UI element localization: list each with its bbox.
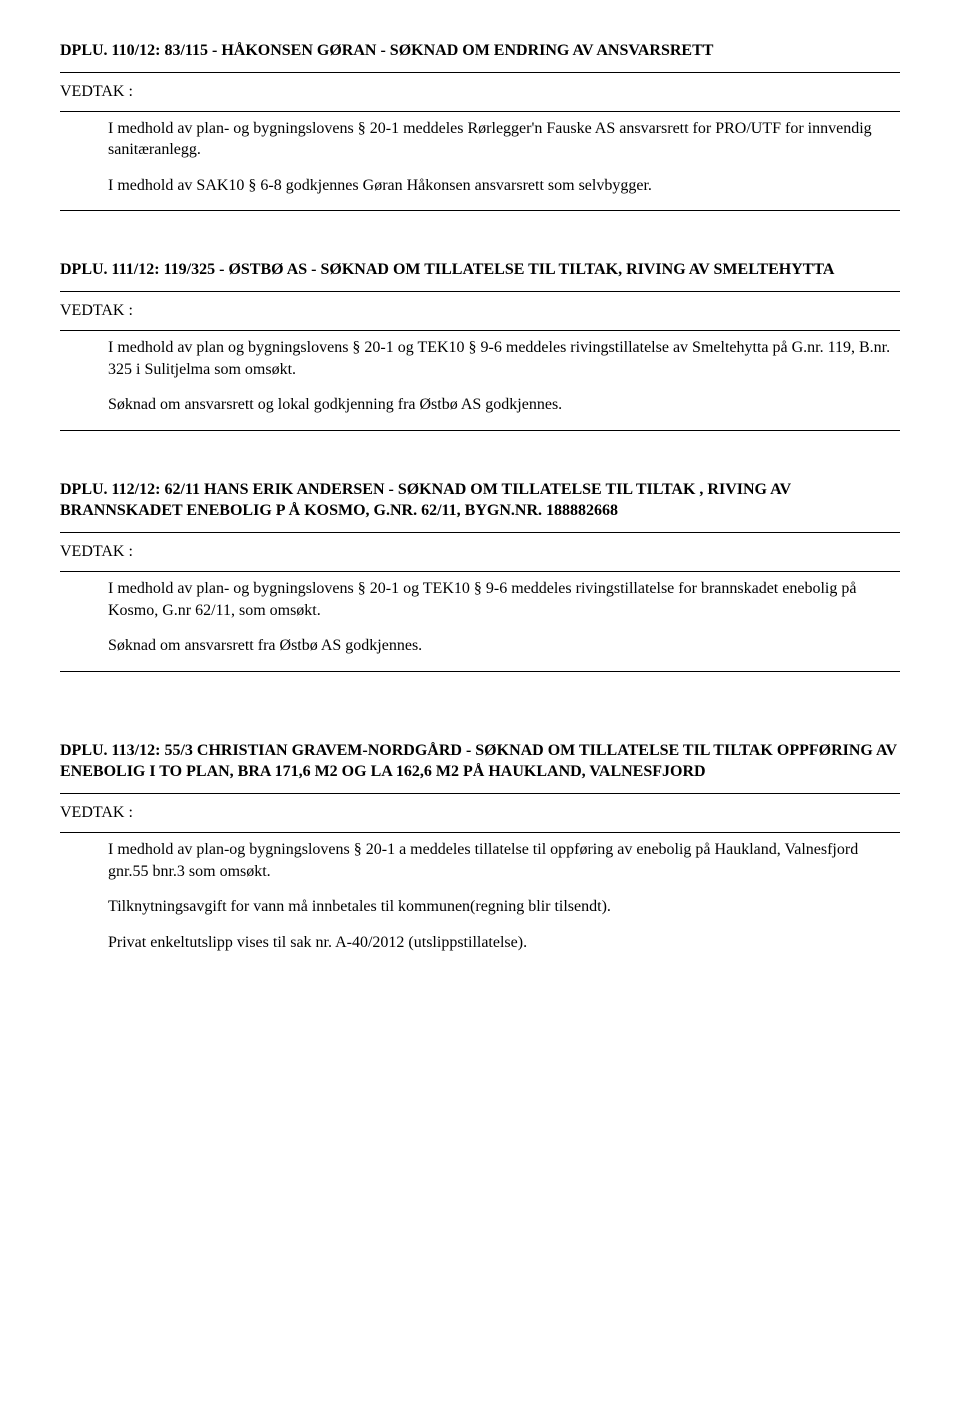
case-block: DPLU. 113/12: 55/3 CHRISTIAN GRAVEM-NORD… [60,740,900,954]
paragraph: I medhold av plan- og bygningslovens § 2… [108,118,900,161]
divider [60,72,900,73]
case-block: DPLU. 111/12: 119/325 - ØSTBØ AS - SØKNA… [60,259,900,430]
divider [60,671,900,672]
case-title: DPLU. 111/12: 119/325 - ØSTBØ AS - SØKNA… [60,259,900,281]
paragraph: I medhold av plan-og bygningslovens § 20… [108,839,900,882]
case-title: DPLU. 110/12: 83/115 - HÅKONSEN GØRAN - … [60,40,900,62]
divider [60,430,900,431]
vedtak-label: VEDTAK : [60,543,900,561]
divider [60,111,900,112]
divider [60,793,900,794]
case-body: I medhold av plan- og bygningslovens § 2… [108,578,900,657]
paragraph: I medhold av SAK10 § 6-8 godkjennes Gøra… [108,175,900,197]
vedtak-label: VEDTAK : [60,83,900,101]
case-title: DPLU. 112/12: 62/11 HANS ERIK ANDERSEN -… [60,479,900,522]
case-block: DPLU. 112/12: 62/11 HANS ERIK ANDERSEN -… [60,479,900,672]
paragraph: Søknad om ansvarsrett og lokal godkjenni… [108,394,900,416]
divider [60,532,900,533]
case-title: DPLU. 113/12: 55/3 CHRISTIAN GRAVEM-NORD… [60,740,900,783]
paragraph: Privat enkeltutslipp vises til sak nr. A… [108,932,900,954]
vedtak-label: VEDTAK : [60,804,900,822]
divider [60,291,900,292]
case-body: I medhold av plan- og bygningslovens § 2… [108,118,900,197]
case-body: I medhold av plan-og bygningslovens § 20… [108,839,900,953]
case-body: I medhold av plan og bygningslovens § 20… [108,337,900,416]
paragraph: I medhold av plan og bygningslovens § 20… [108,337,900,380]
divider [60,571,900,572]
divider [60,210,900,211]
divider [60,832,900,833]
vedtak-label: VEDTAK : [60,302,900,320]
paragraph: Tilknytningsavgift for vann må innbetale… [108,896,900,918]
paragraph: I medhold av plan- og bygningslovens § 2… [108,578,900,621]
paragraph: Søknad om ansvarsrett fra Østbø AS godkj… [108,635,900,657]
divider [60,330,900,331]
case-block: DPLU. 110/12: 83/115 - HÅKONSEN GØRAN - … [60,40,900,211]
